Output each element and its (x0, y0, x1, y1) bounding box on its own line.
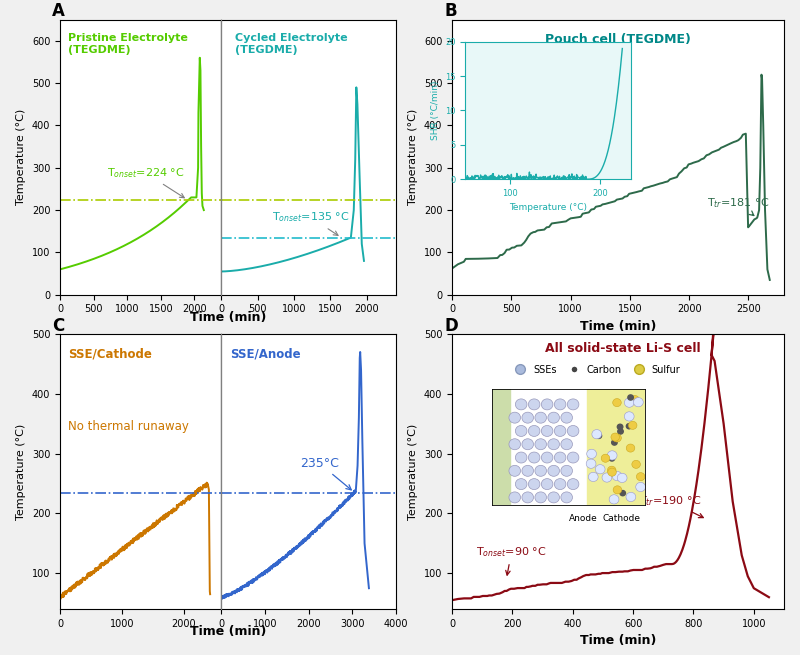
Y-axis label: Temperature (°C): Temperature (°C) (408, 424, 418, 519)
X-axis label: Time (min): Time (min) (580, 320, 656, 333)
Text: A: A (52, 3, 65, 20)
Y-axis label: Temperature (°C): Temperature (°C) (16, 109, 26, 205)
Text: SSE/Cathode: SSE/Cathode (68, 348, 152, 361)
Text: Time (min): Time (min) (190, 311, 266, 324)
Text: All solid-state Li-S cell: All solid-state Li-S cell (545, 343, 701, 355)
Text: Time (min): Time (min) (190, 626, 266, 639)
Text: Cycled Electrolyte
(TEGDME): Cycled Electrolyte (TEGDME) (235, 33, 348, 55)
Text: T$_{onset}$=135 °C: T$_{onset}$=135 °C (272, 211, 350, 235)
X-axis label: Time (min): Time (min) (580, 635, 656, 647)
Text: 235°C: 235°C (300, 457, 351, 490)
Text: T$_{onset}$=90 °C: T$_{onset}$=90 °C (476, 546, 546, 575)
Text: Pouch cell (TEGDME): Pouch cell (TEGDME) (545, 33, 691, 47)
Text: C: C (52, 317, 64, 335)
Text: T$_{onset}$=224 °C: T$_{onset}$=224 °C (107, 166, 185, 198)
Y-axis label: Temperature (°C): Temperature (°C) (408, 109, 418, 205)
Text: B: B (444, 3, 457, 20)
Text: T$_{tr}$=190 °C: T$_{tr}$=190 °C (639, 495, 703, 517)
Text: T$_{tr}$=181 °C: T$_{tr}$=181 °C (707, 196, 770, 215)
Text: D: D (444, 317, 458, 335)
Text: Pristine Electrolyte
(TEGDME): Pristine Electrolyte (TEGDME) (68, 33, 188, 55)
Y-axis label: Temperature (°C): Temperature (°C) (16, 424, 26, 519)
Text: SSE/Anode: SSE/Anode (230, 348, 301, 361)
Legend: SSEs, Carbon, Sulfur: SSEs, Carbon, Sulfur (506, 361, 685, 379)
Text: No thermal runaway: No thermal runaway (68, 421, 189, 434)
